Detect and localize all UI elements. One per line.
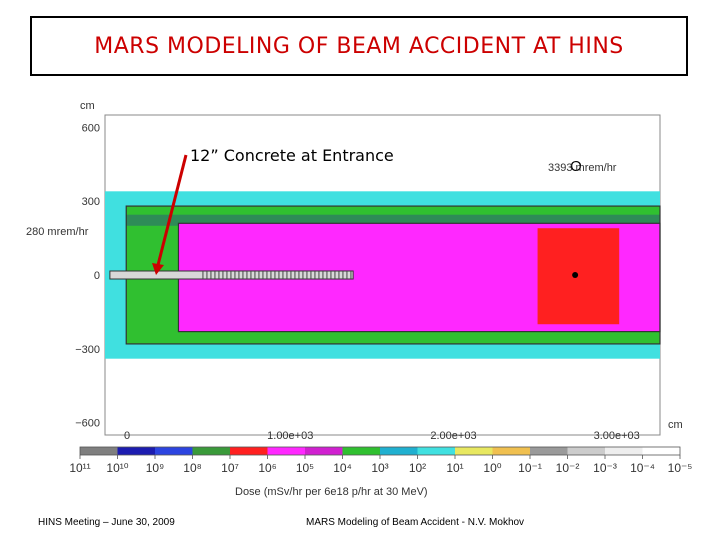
colorbar-tick-label: 10⁵ xyxy=(296,461,314,475)
peak-dose-annotation: 3393 mrem/hr xyxy=(548,162,617,174)
colorbar-label: Dose (mSv/hr per 6e18 p/hr at 30 MeV) xyxy=(235,486,428,498)
colorbar-tick-label: 10⁷ xyxy=(221,461,239,475)
x-unit-label: cm xyxy=(668,419,683,431)
colorbar-tick-label: 10¹¹ xyxy=(69,461,90,475)
footer-credit: MARS Modeling of Beam Accident - N.V. Mo… xyxy=(306,517,525,528)
colorbar-swatch xyxy=(380,447,418,455)
slide-title: MARS MODELING OF BEAM ACCIDENT AT HINS xyxy=(94,33,624,59)
colorbar-swatch xyxy=(530,447,568,455)
region-wall-band xyxy=(126,214,661,226)
colorbar-tick-label: 10⁻² xyxy=(556,461,580,475)
beam-line xyxy=(109,270,354,280)
x-tick-label: 3.00e+03 xyxy=(594,430,640,442)
colorbar-tick-label: 10⁻¹ xyxy=(518,461,542,475)
beam-pipe xyxy=(109,270,354,280)
colorbar-tick-label: 10⁹ xyxy=(146,461,165,475)
colorbar-swatch xyxy=(80,447,118,455)
colorbar-swatch xyxy=(567,447,606,455)
concrete-annotation: 12” Concrete at Entrance xyxy=(190,146,394,165)
colorbar-tick-label: 10² xyxy=(409,461,426,475)
y-tick-label: −600 xyxy=(75,418,100,430)
colorbar-tick-label: 10⁴ xyxy=(333,461,352,475)
colorbar-swatch xyxy=(342,447,381,455)
peak-dose-point xyxy=(572,272,579,278)
colorbar-tick-label: 10³ xyxy=(371,461,388,475)
colorbar xyxy=(79,446,681,456)
dose-map-chart: O cm 600 300 0 −300 −600 0 1.00e+03 2.00e+03 3.… xyxy=(26,100,692,498)
x-tick-label: 2.00e+03 xyxy=(430,430,476,442)
y-unit-label: cm xyxy=(80,100,95,112)
x-tick-label: 0 xyxy=(124,430,130,442)
colorbar-swatch xyxy=(305,447,343,455)
peak-dose-marker: O xyxy=(570,158,582,175)
colorbar-swatch xyxy=(155,447,193,455)
colorbar-tick-label: 10⁶ xyxy=(258,461,276,475)
x-tick-label: 1.00e+03 xyxy=(267,430,313,442)
concrete-arrow xyxy=(156,154,188,266)
concrete-arrow-head xyxy=(152,263,164,275)
y-tick-label: 600 xyxy=(82,122,100,134)
colorbar-tick-label: 10⁻⁵ xyxy=(668,461,693,475)
colorbar-tick-label: 10⁸ xyxy=(183,461,201,475)
footer-meeting: HINS Meeting – June 30, 2009 xyxy=(38,517,175,528)
colorbar-tick-labels: 10¹¹ 10¹⁰ 10⁹ 10⁸ 10⁷ 10⁶ 10⁵ 10⁴ 10³ 10² 10¹ 10⁰ 10… xyxy=(69,455,692,475)
colorbar-swatch xyxy=(605,447,643,455)
colorbar-swatch xyxy=(267,447,306,455)
region-high-dose xyxy=(537,228,620,325)
entrance-dose-annotation: 280 mrem/hr xyxy=(26,226,89,238)
colorbar-tick-label: 10⁰ xyxy=(483,461,501,475)
colorbar-swatch xyxy=(117,447,156,455)
colorbar-swatch xyxy=(492,447,531,455)
y-tick-label: −300 xyxy=(75,344,100,356)
y-tick-label: 300 xyxy=(82,196,100,208)
colorbar-swatch xyxy=(230,447,268,455)
colorbar-tick-label: 10¹ xyxy=(446,461,463,475)
colorbar-tick-label: 10⁻⁴ xyxy=(630,461,655,475)
colorbar-tick-label: 10¹⁰ xyxy=(106,461,128,475)
x-axis: 0 1.00e+03 2.00e+03 3.00e+03 xyxy=(124,430,640,442)
colorbar-tick-label: 10⁻³ xyxy=(593,461,617,475)
y-axis: 600 300 0 −300 −600 xyxy=(75,122,100,429)
colorbar-swatch xyxy=(417,447,456,455)
colorbar-swatch xyxy=(192,447,231,455)
colorbar-swatch xyxy=(642,447,681,455)
title-box: MARS MODELING OF BEAM ACCIDENT AT HINS xyxy=(30,16,688,76)
y-tick-label: 0 xyxy=(94,270,100,282)
colorbar-swatch xyxy=(455,447,493,455)
